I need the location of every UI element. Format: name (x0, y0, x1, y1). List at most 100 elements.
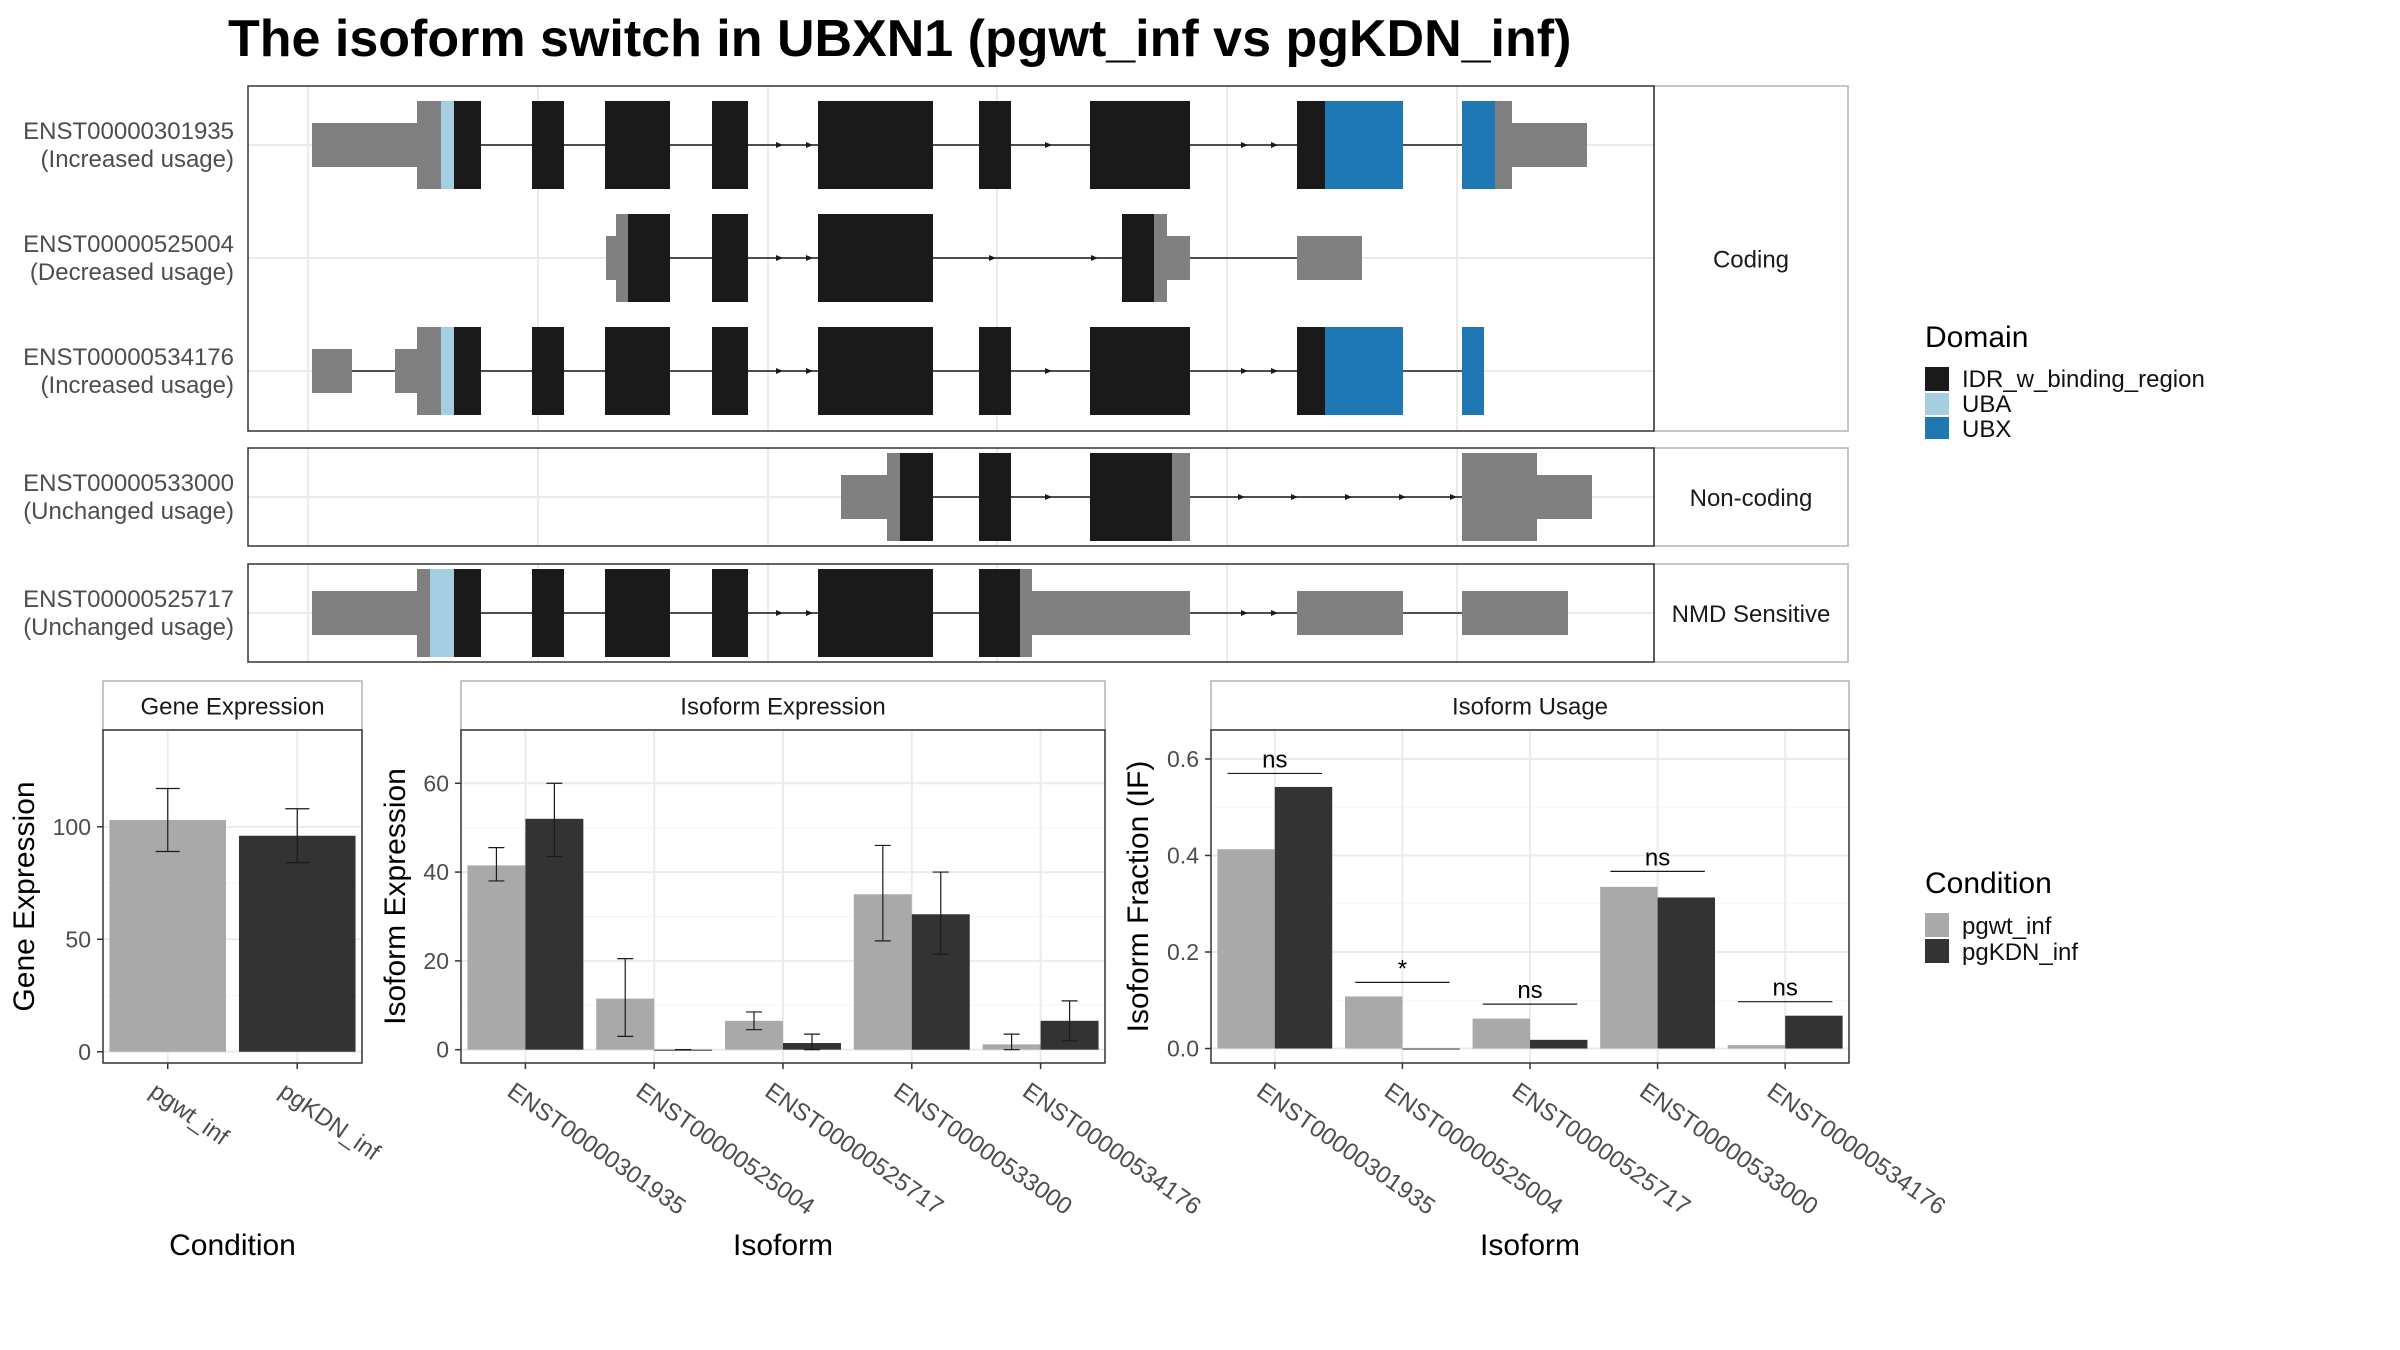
utr-exon (887, 453, 900, 541)
idr-domain-exon (712, 101, 748, 189)
y-tick-label: 0.0 (1167, 1036, 1199, 1062)
idr-domain-exon (1297, 101, 1325, 189)
utr-exon (1537, 475, 1592, 519)
idr-domain-exon (605, 569, 670, 657)
transcript-id-label: ENST00000534176 (23, 344, 234, 371)
significance-label: ns (1773, 975, 1798, 1002)
intron-direction-arrow (1091, 255, 1098, 261)
intron-direction-arrow (1345, 494, 1352, 500)
intron-direction-arrow (776, 142, 783, 148)
utr-exon (1167, 236, 1190, 280)
condition-legend-title: Condition (1925, 867, 2052, 900)
domain-legend-key-ubx (1925, 417, 1949, 439)
idr-domain-exon (532, 327, 564, 415)
chart-border (102, 729, 363, 1064)
idr-domain-exon (979, 569, 1020, 657)
domain-legend-title: Domain (1925, 321, 2028, 354)
utr-exon (1297, 591, 1403, 635)
condition-legend-key-pgwt (1925, 913, 1949, 937)
bar-pgKDN_inf (1530, 1039, 1588, 1049)
domain-legend-label-idr: IDR_w_binding_region (1962, 366, 2205, 393)
idr-domain-exon (1090, 327, 1190, 415)
significance-label: ns (1645, 844, 1670, 871)
ubx-domain-exon (1325, 101, 1403, 189)
domain-legend-key-idr (1925, 367, 1949, 391)
y-axis-title: Gene Expression (8, 781, 41, 1011)
x-axis-title: Condition (169, 1229, 296, 1262)
domain-legend-label-ubx: UBX (1962, 416, 2011, 443)
y-axis-title: Isoform Fraction (IF) (1122, 761, 1155, 1033)
figure-title: The isoform switch in UBXN1 (pgwt_inf vs… (228, 10, 1571, 68)
bar-pgKDN_inf (238, 835, 356, 1052)
intron-direction-arrow (776, 255, 783, 261)
idr-domain-exon (1090, 453, 1172, 541)
y-axis-title: Isoform Expression (379, 768, 412, 1025)
chart-title: Gene Expression (140, 694, 324, 721)
uba-domain-exon (441, 327, 454, 415)
intron-direction-arrow (1045, 142, 1052, 148)
bar-pgwt_inf (1472, 1018, 1530, 1049)
intron-direction-arrow (1045, 368, 1052, 374)
transcript-usage-label: (Unchanged usage) (23, 614, 234, 641)
utr-exon (1297, 236, 1362, 280)
bar-pgKDN_inf (1657, 897, 1716, 1049)
intron-direction-arrow (806, 255, 813, 261)
isoform-expression-chart: Isoform Expression0204060ENST00000301935… (379, 680, 1206, 1262)
idr-domain-exon (605, 101, 670, 189)
transcript-id-label: ENST00000533000 (23, 470, 234, 497)
y-tick-label: 60 (423, 770, 449, 796)
x-axis-title: Isoform (1480, 1229, 1580, 1262)
y-tick-label: 0 (436, 1037, 449, 1063)
intron-direction-arrow (806, 610, 813, 616)
facet-strip-label: Non-coding (1690, 485, 1813, 512)
condition-legend-label-pgwt: pgwt_inf (1962, 913, 2052, 940)
chart-title: Isoform Usage (1452, 694, 1608, 721)
intron-direction-arrow (1450, 494, 1457, 500)
gene-expression-chart: Gene Expression 0 50 100 pgwt_inf pgKDN_inf Co… (8, 680, 385, 1262)
isoform-usage-chart: Isoform Usagens*nsnsns0.00.20.40.6ENST00… (1122, 680, 1950, 1262)
facet-strip (1653, 447, 1849, 547)
utr-exon (417, 101, 441, 189)
utr-exon (1462, 453, 1537, 541)
transcript-id-label: ENST00000301935 (23, 118, 234, 145)
bar-pgwt_inf (467, 865, 526, 1050)
utr-exon (417, 327, 441, 415)
y-tick-label: 0 (78, 1039, 91, 1065)
intron-direction-arrow (1238, 494, 1245, 500)
idr-domain-exon (1297, 327, 1325, 415)
significance-label: ns (1262, 746, 1287, 773)
condition-legend-key-pgkdn (1925, 939, 1949, 963)
utr-exon (606, 236, 616, 280)
ubx-domain-exon (1325, 327, 1403, 415)
utr-exon (312, 349, 352, 393)
intron-direction-arrow (1291, 494, 1298, 500)
y-tick-label: 100 (53, 814, 91, 840)
idr-domain-exon (818, 569, 933, 657)
idr-domain-exon (979, 453, 1011, 541)
x-axis-title: Isoform (733, 1229, 833, 1262)
idr-domain-exon (454, 327, 481, 415)
intron-direction-arrow (1045, 494, 1052, 500)
utr-exon (1032, 591, 1190, 635)
utr-exon (417, 569, 430, 657)
facet-strip-label: Coding (1713, 247, 1789, 274)
structure-panel-border (247, 447, 1655, 547)
utr-exon (841, 475, 887, 519)
transcript-usage-label: (Increased usage) (41, 372, 234, 399)
intron-direction-arrow (1271, 610, 1278, 616)
x-tick-label: pgwt_inf (145, 1078, 234, 1152)
intron-direction-arrow (806, 142, 813, 148)
idr-domain-exon (712, 327, 748, 415)
utr-exon (312, 591, 417, 635)
chart-strip (460, 680, 1106, 731)
intron-direction-arrow (1241, 142, 1248, 148)
idr-domain-exon (712, 214, 748, 302)
bar-pgwt_inf (1344, 996, 1403, 1049)
utr-exon (1462, 591, 1568, 635)
utr-exon (395, 349, 417, 393)
domain-legend: Domain IDR_w_binding_region UBA UBX (1925, 321, 2205, 443)
bar-pgKDN_inf (1785, 1015, 1843, 1049)
bar-pgwt_inf (1600, 886, 1658, 1049)
